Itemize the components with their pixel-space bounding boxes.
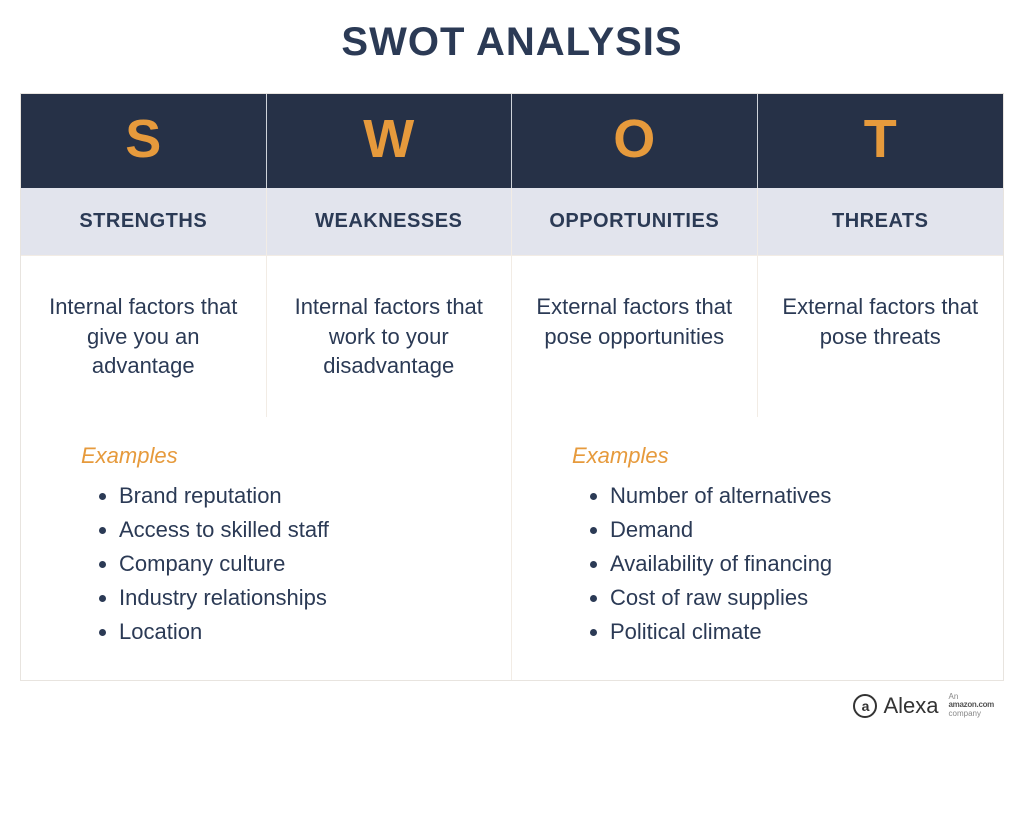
desc-strengths: Internal factors that give you an advant… <box>21 255 267 417</box>
letter-w: W <box>267 94 513 188</box>
examples-internal: Examples Brand reputation Access to skil… <box>21 417 512 679</box>
example-item: Access to skilled staff <box>119 513 481 547</box>
example-item: Industry relationships <box>119 581 481 615</box>
name-threats: THREATS <box>758 188 1004 255</box>
amazon-sub-line3: company <box>949 709 981 718</box>
example-item: Availability of financing <box>610 547 973 581</box>
examples-heading-internal: Examples <box>81 443 481 469</box>
footer: a Alexa An amazon.com company <box>20 693 1004 719</box>
desc-weaknesses: Internal factors that work to your disad… <box>267 255 513 417</box>
letter-o: O <box>512 94 758 188</box>
example-item: Brand reputation <box>119 479 481 513</box>
page-title: SWOT ANALYSIS <box>20 20 1004 65</box>
alexa-glyph-icon: a <box>853 694 877 718</box>
name-opportunities: OPPORTUNITIES <box>512 188 758 255</box>
example-item: Demand <box>610 513 973 547</box>
amazon-sub-line1: An <box>949 692 959 701</box>
example-item: Company culture <box>119 547 481 581</box>
alexa-logo: a Alexa <box>853 693 938 719</box>
example-item: Location <box>119 615 481 649</box>
letter-t: T <box>758 94 1004 188</box>
examples-list-external: Number of alternatives Demand Availabili… <box>572 479 973 649</box>
example-item: Political climate <box>610 615 973 649</box>
amazon-subtext: An amazon.com company <box>949 693 994 719</box>
alexa-brand-text: Alexa <box>883 693 938 719</box>
example-item: Cost of raw supplies <box>610 581 973 615</box>
name-weaknesses: WEAKNESSES <box>267 188 513 255</box>
desc-opportunities: External factors that pose opportunities <box>512 255 758 417</box>
examples-heading-external: Examples <box>572 443 973 469</box>
swot-grid: S W O T STRENGTHS WEAKNESSES OPPORTUNITI… <box>20 93 1004 681</box>
examples-list-internal: Brand reputation Access to skilled staff… <box>81 479 481 649</box>
desc-threats: External factors that pose threats <box>758 255 1004 417</box>
amazon-sub-line2: amazon.com <box>949 700 994 709</box>
example-item: Number of alternatives <box>610 479 973 513</box>
name-strengths: STRENGTHS <box>21 188 267 255</box>
examples-external: Examples Number of alternatives Demand A… <box>512 417 1003 679</box>
letter-s: S <box>21 94 267 188</box>
